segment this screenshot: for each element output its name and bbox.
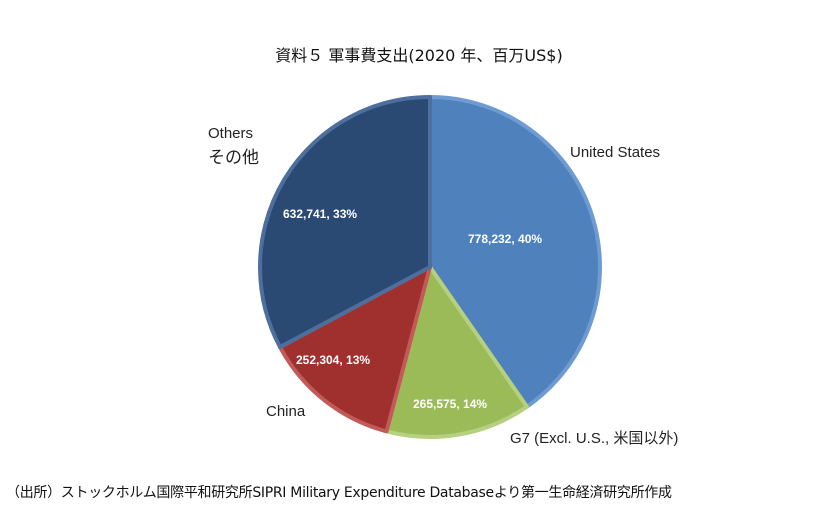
category-label-ja: その他 xyxy=(208,148,259,168)
category-label: United States xyxy=(570,144,660,161)
category-label: China xyxy=(266,403,306,420)
pie-slice-0 xyxy=(428,95,602,409)
category-label: Others xyxy=(208,125,253,142)
data-label: 252,304, 13% xyxy=(296,353,370,367)
source-note: （出所）ストックホルム国際平和研究所SIPRI Military Expendi… xyxy=(6,485,672,501)
pie-slice-3 xyxy=(258,95,432,350)
category-label: G7 (Excl. U.S., 米国以外) xyxy=(510,430,678,447)
pie-slice-2 xyxy=(278,265,432,434)
data-label: 265,575, 14% xyxy=(413,397,487,411)
chart-title: 資料５ 軍事費支出(2020 年、百万US$) xyxy=(275,46,563,65)
data-label: 632,741, 33% xyxy=(283,207,357,221)
pie-slice-1 xyxy=(384,265,529,439)
data-label: 778,232, 40% xyxy=(468,232,542,246)
